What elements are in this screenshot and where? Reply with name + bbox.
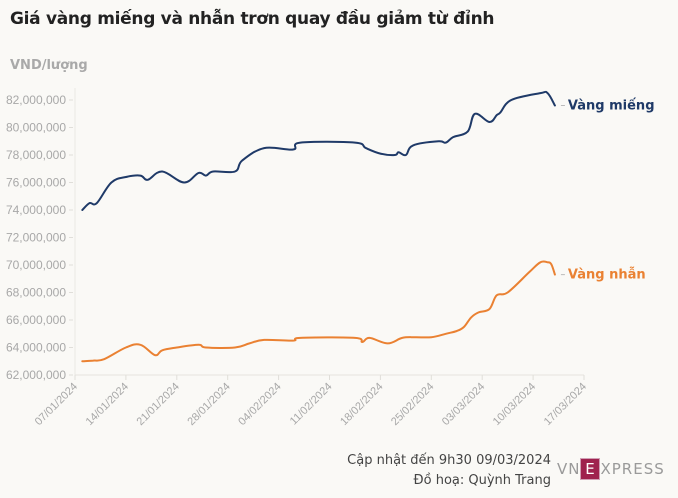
- series-line-0: [81, 90, 556, 211]
- y-tick-label: 76,000,000: [6, 176, 66, 190]
- x-tick-label: 28/01/2024: [185, 381, 232, 428]
- series-line-1: [81, 260, 556, 363]
- series-lines: [81, 90, 556, 363]
- x-tick-label: 11/02/2024: [288, 381, 335, 428]
- x-tick-label: 25/02/2024: [389, 381, 436, 428]
- x-tick-label: 03/03/2024: [440, 381, 487, 428]
- y-axis-unit: VND/lượng: [10, 58, 88, 73]
- y-tick-label: 78,000,000: [6, 148, 66, 162]
- logo-box-letter: E: [580, 458, 601, 480]
- x-tick-label: 04/02/2024: [236, 381, 283, 428]
- x-tick-label: 17/03/2024: [542, 381, 589, 428]
- update-note: Cập nhật đến 9h30 09/03/2024: [347, 453, 551, 468]
- graphics-credit: Đồ hoạ: Quỳnh Trang: [413, 473, 551, 488]
- y-tick-label: 64,000,000: [6, 341, 66, 355]
- series-label: Vàng nhẫn: [568, 268, 646, 283]
- x-axis-ticks: 07/01/2024 14/01/2024 21/01/2024 28/01/2024…: [33, 375, 589, 428]
- y-tick-label: 66,000,000: [6, 313, 66, 327]
- y-axis-ticks: 62,000,000 64,000,000 66,000,000 68,000,000…: [6, 93, 73, 382]
- y-tick-label: 80,000,000: [6, 121, 66, 135]
- logo-text-left: VN: [557, 460, 581, 478]
- y-tick-label: 70,000,000: [6, 258, 66, 272]
- x-tick-label: 14/01/2024: [84, 381, 131, 428]
- axes: [74, 88, 584, 376]
- logo-text-right: XPRESS: [600, 460, 665, 478]
- series-labels: Vàng miếng Vàng nhẫn: [560, 99, 655, 283]
- chart-title: Giá vàng miếng và nhẫn trơn quay đầu giả…: [10, 9, 495, 29]
- vnexpress-logo: VN E XPRESS: [557, 458, 665, 480]
- x-tick-label: 10/03/2024: [491, 381, 538, 428]
- line-chart: 62,000,000 64,000,000 66,000,000 68,000,000…: [6, 88, 655, 428]
- x-tick-label: 18/02/2024: [338, 381, 385, 428]
- y-tick-label: 68,000,000: [6, 286, 66, 300]
- y-tick-label: 82,000,000: [6, 93, 66, 107]
- y-tick-label: 72,000,000: [6, 231, 66, 245]
- x-tick-label: 21/01/2024: [135, 381, 182, 428]
- x-tick-label: 07/01/2024: [33, 381, 80, 428]
- y-tick-label: 74,000,000: [6, 203, 66, 217]
- series-label: Vàng miếng: [568, 99, 655, 114]
- y-tick-label: 62,000,000: [6, 368, 66, 382]
